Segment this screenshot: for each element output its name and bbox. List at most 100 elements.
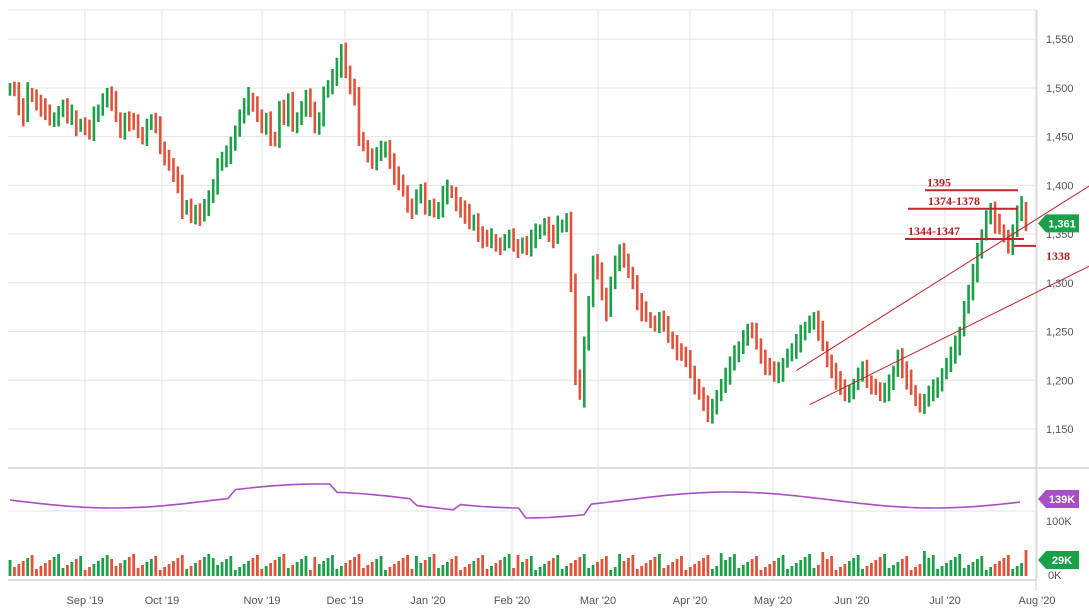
volume-bar [936,569,940,576]
volume-bar [176,558,180,576]
volume-bar [251,558,255,576]
volume-bar [498,560,502,576]
volume-bar [260,569,264,576]
volume-bar [149,559,153,576]
volume-bar [896,562,900,576]
volume-bar [481,555,485,576]
volume-bar [741,565,745,576]
volume-bar [476,558,480,576]
volume-bar [300,559,303,576]
volume-bar [918,564,922,576]
volume-bar [503,557,507,576]
volume-bar [799,560,803,576]
volume-bar [21,561,25,576]
volume-bar [291,565,295,576]
volume-bar [154,556,158,576]
volume-bar [993,564,997,576]
volume-bar [883,554,887,576]
volume-bar [406,555,409,576]
volume-bar [229,556,233,576]
volume-bar [83,570,87,576]
volume-bar [397,561,401,576]
trend-line-lower [809,265,1089,406]
volume-bar [61,568,65,576]
volume-bar [379,556,383,576]
volume-bar [419,563,423,576]
volume-bar [794,563,798,576]
volume-bar [847,561,851,576]
last-price-badge: 1,361 [1038,214,1079,233]
trend-line-upper [796,185,1089,371]
volume-bar [596,562,599,576]
volume-bar [423,560,427,576]
volume-bar [980,556,984,576]
volume-bar [512,568,515,576]
date-tick-label: Oct '19 [145,595,180,607]
volume-bar [410,569,414,576]
price-tick-label: 1,550 [1046,34,1074,46]
volume-bar [119,563,122,576]
volume-bar [317,564,321,576]
volume-bar [856,555,860,576]
volume-bar [185,569,189,576]
volume-bar [556,555,560,576]
volume-bar [255,555,259,576]
volume-bar [543,564,546,576]
volume-bar [441,565,445,576]
volume-bar [662,568,666,576]
volume-bar [384,570,387,576]
volume-bar [900,559,904,576]
volume-bar [485,569,489,576]
volume-bar [269,563,273,576]
volume-bar [415,556,418,576]
volume-bar [202,557,206,576]
volume-bar [781,555,785,576]
volume-bar [220,562,224,576]
trend-channel [796,185,1089,406]
volume-bar [551,558,555,576]
volume-bar [114,566,118,576]
volume-bar [468,564,471,576]
volume-bar [339,566,343,576]
volume-bar [834,570,838,576]
volume-bar [830,556,834,576]
level-label: 1338 [1046,249,1070,263]
volume-bar [375,559,379,576]
volume-bar [565,566,568,576]
volume-bar [225,559,228,576]
volume-bar [92,564,96,576]
volume-bar [242,564,246,576]
volume-bar [123,560,127,576]
volume-bar [189,566,193,576]
volume-bar [282,554,286,576]
volume-bar [136,568,140,576]
volume-badge-label: 29K [1052,555,1072,567]
date-tick-label: Jul '20 [929,595,960,607]
volume-bar [348,560,352,576]
price-axis: 1,1501,2001,2501,3001,3501,4001,4501,500… [1046,34,1074,436]
date-tick-label: Nov '19 [244,595,281,607]
volume-bar [825,559,829,576]
volume-bar [459,570,462,576]
volume-bar [428,557,432,576]
volume-bar [600,559,604,576]
volume-bar [587,568,591,576]
volume-bar [582,554,586,576]
volume-bar [1006,555,1010,576]
volume-panel: 0K [8,550,1062,582]
volume-bar [370,562,374,576]
volume-bar [688,567,692,576]
value-badges: 1,361 139K 29K [1038,214,1079,569]
volume-bar [627,558,630,576]
volume-bar [649,560,652,576]
volume-bar [680,556,683,576]
volume-bar [233,570,237,576]
date-tick-label: Mar '20 [580,595,616,607]
volume-bar [432,554,436,576]
volume-bar [878,557,882,576]
volume-bar [865,566,869,576]
volume-bar [923,551,926,576]
volume-bar [13,567,16,576]
volume-bar [971,562,975,576]
volume-bar [335,569,339,576]
